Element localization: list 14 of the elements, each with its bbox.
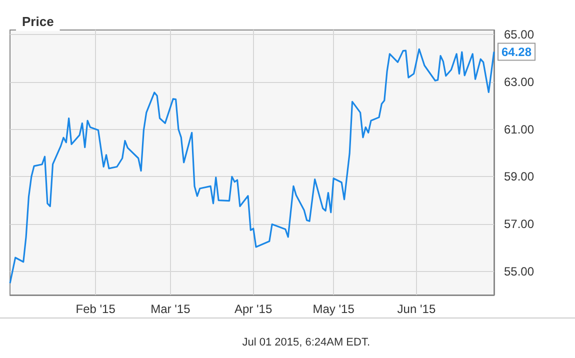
y-tick-label: 63.00 [504,75,534,90]
x-tick-label: Feb '15 [76,302,116,316]
x-tick-label: Apr '15 [234,302,272,316]
x-tick-label: May '15 [312,302,355,316]
annotation: 64.28 [502,44,532,59]
y-tick-label: 61.00 [504,122,534,136]
chart-title: Price [22,14,54,29]
y-tick-label: 59.00 [504,170,534,184]
x-tick-label: Mar '15 [150,302,191,316]
y-tick-label: 55.00 [504,264,534,278]
y-tick-label: 65.00 [504,28,534,42]
y-tick-label: 57.00 [504,217,534,232]
text: Jul 01 2015, 6:24AM EDT. [242,336,370,348]
x-tick-label: Jun '15 [397,302,436,316]
